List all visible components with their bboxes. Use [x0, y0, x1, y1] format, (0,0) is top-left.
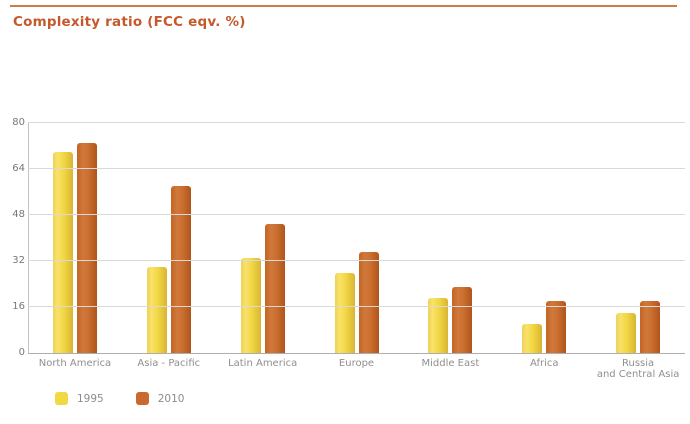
gridline-0 [28, 353, 685, 354]
x-tick-label-north-america: North America [38, 358, 112, 369]
bar-2010-asia-pacific [170, 186, 191, 353]
bar-2010-russia-and-central-asia [640, 301, 661, 353]
y-tick-label-48: 48 [12, 209, 25, 220]
legend-swatch-2010 [135, 392, 149, 405]
legend-item-1995: 1995 [55, 392, 104, 405]
chart-title: Complexity ratio (FCC eqv. %) [13, 14, 246, 30]
header-rule [10, 5, 677, 7]
y-tick-label-16: 16 [12, 301, 25, 312]
x-tick-label-middle-east: Middle East [421, 358, 480, 369]
gridline-80 [28, 122, 685, 123]
category-group-latin-america [216, 123, 310, 353]
gridline-16 [28, 306, 685, 307]
legend-label-1995: 1995 [77, 392, 104, 405]
gridline-48 [28, 214, 685, 215]
category-group-russia-and-central-asia [591, 123, 685, 353]
category-group-europe [310, 123, 404, 353]
y-tick-label-80: 80 [12, 117, 25, 128]
bar-2010-north-america [76, 143, 97, 353]
gridline-32 [28, 260, 685, 261]
bar-1995-latin-america [240, 258, 261, 353]
bar-1995-africa [522, 324, 543, 353]
bar-1995-russia-and-central-asia [616, 312, 637, 353]
bar-2010-europe [358, 252, 379, 353]
y-tick-label-32: 32 [12, 255, 25, 266]
category-group-north-america [28, 123, 122, 353]
bar-1995-asia-pacific [146, 266, 167, 353]
bar-2010-middle-east [452, 286, 473, 353]
y-tick-label-64: 64 [12, 163, 25, 174]
category-group-asia-pacific [122, 123, 216, 353]
bar-1995-europe [334, 272, 355, 353]
x-axis-labels: North America Asia - Pacific Latin America… [28, 358, 685, 380]
legend-swatch-1995 [55, 392, 68, 405]
x-tick-label-africa: Africa [529, 358, 559, 369]
bar-2010-africa [546, 301, 567, 353]
legend-item-2010: 2010 [135, 392, 185, 405]
y-axis-line [28, 123, 29, 353]
bar-1995-north-america [52, 151, 73, 353]
legend: 1995 2010 [55, 392, 184, 405]
gridline-64 [28, 168, 685, 169]
y-tick-label-0: 0 [18, 347, 25, 358]
bar-2010-latin-america [264, 223, 285, 353]
plot-area: 0 16 32 48 64 80 [12, 117, 685, 358]
x-tick-label-latin-america: Latin America [228, 358, 298, 369]
x-tick-label-russia-and-central-asia: Russia and Central Asia [596, 358, 680, 380]
bar-groups [28, 123, 685, 353]
x-tick-label-asia-pacific: Asia - Pacific [137, 358, 201, 369]
legend-label-2010: 2010 [157, 392, 185, 405]
category-group-middle-east [403, 123, 497, 353]
bar-1995-middle-east [428, 298, 449, 353]
category-group-africa [497, 123, 591, 353]
x-tick-label-europe: Europe [338, 358, 375, 369]
